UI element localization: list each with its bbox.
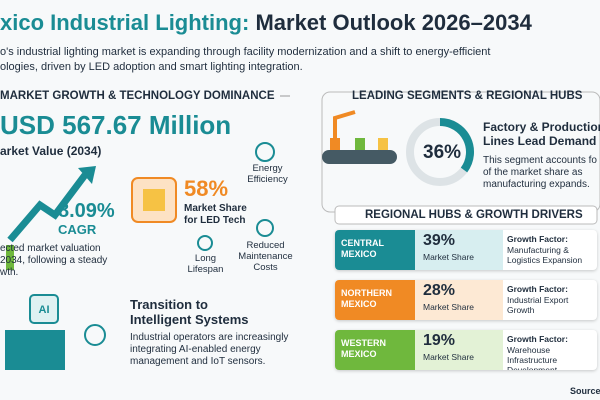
market-value: USD 567.67 Million [0,110,232,140]
segment-title: Factory & Production Lines Lead Demand [483,120,600,148]
donut-accent [439,118,474,173]
conveyor [322,150,397,164]
region-name: WESTERN MEXICO [341,338,386,359]
box-icon [378,138,388,150]
factor-label: Growth Factor: [507,284,568,294]
title-accent: xico Industrial Lighting: [0,10,250,35]
region-share-label: Market Share [423,252,475,262]
factor-label: Growth Factor: [507,334,568,344]
benefit: Long Lifespan [187,253,224,275]
segment-text: This segment accounts fo of the market s… [483,155,597,190]
region-name: CENTRAL MEXICO [341,238,384,259]
robot-arm [333,110,356,138]
factor: Warehouse Infrastructure Development [507,345,558,370]
cagr-label: CAGR [58,222,97,237]
subtitle: o's industrial lighting market is expand… [0,46,491,58]
region-share-label: Market Share [423,352,475,362]
box-icon [355,138,365,150]
region-band [335,280,503,320]
title: xico Industrial Lighting: Market Outlook… [0,10,532,36]
ai-title: Transition to Intelligent Systems [130,297,249,327]
cagr-text: 2034, following a steady [0,255,108,266]
region-share-label: Market Share [423,302,475,312]
region-share: 39% [423,232,456,249]
benefit: Energy Efficiency [247,163,288,185]
led-share: 58% [184,176,229,201]
bar-icon [6,245,14,270]
gear-icon [256,219,274,237]
section-heading: LEADING SEGMENTS & REGIONAL HUBS [352,90,583,102]
cagr-text: wth. [0,267,19,278]
box-icon [330,138,340,150]
segment-share: 36% [423,142,462,163]
market-value-caption: arket Value (2034) [0,144,102,158]
clock-icon [197,235,213,251]
led-label: for LED Tech [184,215,246,226]
benefit: Reduced Maintenance Costs [238,240,293,273]
hubs-header-box [334,205,598,225]
section-heading: MARKET GROWTH & TECHNOLOGY DOMINANCE [0,90,275,102]
led-core [143,189,165,211]
led-label: Market Share [184,203,247,214]
factor: Manufacturing & Logistics Expansion [507,245,583,265]
region-share: 19% [423,332,456,349]
region-name: NORTHERN MEXICO [341,288,392,309]
ai-icon-text: AI [39,304,50,316]
network-icon [84,324,106,346]
source: Source: T [570,386,600,396]
factory-icon [5,330,65,370]
region-band [335,330,503,370]
subtitle: ologies, driven by LED adoption and smar… [0,61,303,73]
factor: Industrial Export Growth [507,295,569,315]
region-share: 28% [423,282,456,299]
ai-chip [29,294,59,324]
region-card: NORTHERN MEXICO 28% Market Share Growth … [335,280,597,320]
growth-arrow [7,172,88,243]
ai-text: Industrial operators are increasingly in… [130,332,289,367]
bulb-icon [255,142,275,162]
region-card: CENTRAL MEXICO 39% Market Share Growth F… [335,230,597,270]
region-band [335,230,503,270]
hubs-heading: REGIONAL HUBS & GROWTH DRIVERS [365,209,583,221]
factor-label: Growth Factor: [507,234,568,244]
region-card: WESTERN MEXICO 19% Market Share Growth F… [335,330,597,370]
title-rest: Market Outlook 2026–2034 [255,10,532,35]
cagr-text: ected market valuation [0,243,101,254]
arrow-head [78,166,96,184]
cagr: 8.09% [58,200,115,222]
